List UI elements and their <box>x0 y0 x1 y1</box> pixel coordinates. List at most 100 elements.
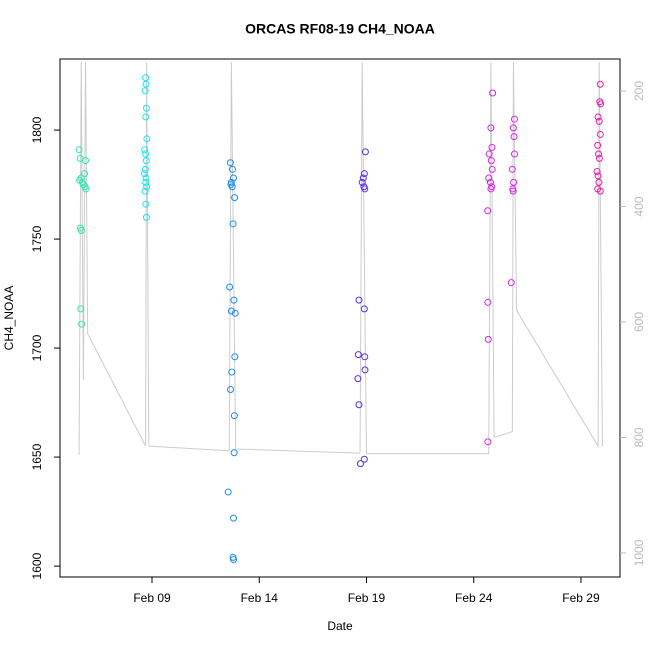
point <box>355 296 363 304</box>
y-tick-label: 1700 <box>30 334 44 361</box>
point <box>75 146 83 154</box>
point <box>142 104 150 112</box>
x-tick-label: Feb 09 <box>133 591 171 605</box>
point <box>142 150 150 158</box>
point <box>596 80 604 88</box>
point <box>143 183 151 191</box>
point <box>230 296 238 304</box>
point <box>142 200 150 208</box>
point <box>488 144 496 152</box>
point <box>226 159 234 167</box>
point <box>594 141 602 149</box>
point <box>486 178 494 186</box>
y-tick-label: 1600 <box>30 552 44 579</box>
point <box>361 185 369 193</box>
point <box>360 305 368 313</box>
point <box>142 74 150 82</box>
point <box>354 375 362 383</box>
point <box>141 187 149 195</box>
point <box>230 412 238 420</box>
x-tick-label: Feb 19 <box>348 591 386 605</box>
point <box>356 460 364 468</box>
y2-tick-label: 400 <box>632 196 646 216</box>
point <box>487 157 495 165</box>
point <box>142 213 150 221</box>
y2-tick-label: 600 <box>632 312 646 332</box>
point <box>227 386 235 394</box>
point <box>594 113 602 121</box>
y-tick-label: 1750 <box>30 225 44 252</box>
y2-tick-label: 1000 <box>632 539 646 566</box>
point <box>231 194 239 202</box>
point <box>361 148 369 156</box>
point <box>141 87 149 95</box>
point <box>142 174 150 182</box>
point <box>141 165 149 173</box>
plot-area <box>75 62 605 564</box>
point <box>142 178 150 186</box>
point <box>597 100 605 108</box>
point <box>596 187 604 195</box>
point <box>143 135 151 143</box>
point <box>595 150 603 158</box>
point <box>77 174 85 182</box>
x-tick-label: Feb 29 <box>562 591 600 605</box>
point <box>360 170 368 178</box>
point <box>142 113 150 121</box>
chart-title: ORCAS RF08-19 CH4_NOAA <box>245 21 435 37</box>
point <box>361 366 369 374</box>
y-tick-label: 1800 <box>30 116 44 143</box>
point <box>485 150 493 158</box>
point <box>510 133 518 141</box>
point <box>78 320 86 328</box>
x-tick-label: Feb 24 <box>455 591 493 605</box>
point <box>509 187 517 195</box>
point <box>593 167 601 175</box>
point <box>508 165 516 173</box>
point <box>509 124 517 132</box>
point <box>487 185 495 193</box>
point <box>360 455 368 463</box>
point <box>82 157 90 165</box>
point <box>231 353 239 361</box>
point <box>484 438 492 446</box>
point <box>82 185 90 193</box>
point <box>228 368 236 376</box>
point <box>358 178 366 186</box>
point <box>487 124 495 132</box>
pressure-line <box>78 62 603 455</box>
point <box>484 298 492 306</box>
x-tick-label: Feb 14 <box>241 591 279 605</box>
point <box>594 172 602 180</box>
point <box>488 165 496 173</box>
point <box>231 309 239 317</box>
point <box>77 226 85 234</box>
point <box>355 401 363 409</box>
point <box>489 89 497 97</box>
y2-tick-label: 200 <box>632 81 646 101</box>
point <box>226 283 234 291</box>
point <box>510 150 518 158</box>
point <box>230 556 238 564</box>
point <box>228 183 236 191</box>
x-axis-label: Date <box>327 619 353 633</box>
point <box>142 80 150 88</box>
point <box>359 174 367 182</box>
point <box>484 335 492 343</box>
point <box>77 305 85 313</box>
point <box>595 178 603 186</box>
point <box>230 514 238 522</box>
point <box>595 154 603 162</box>
y2-tick-label: 800 <box>632 427 646 447</box>
point <box>354 351 362 359</box>
point <box>224 488 232 496</box>
point <box>361 353 369 361</box>
point <box>229 220 237 228</box>
y-axis-label: CH4_NOAA <box>2 286 16 351</box>
point <box>484 207 492 215</box>
point <box>230 449 238 457</box>
point <box>510 115 518 123</box>
point <box>141 170 149 178</box>
point <box>596 130 604 138</box>
